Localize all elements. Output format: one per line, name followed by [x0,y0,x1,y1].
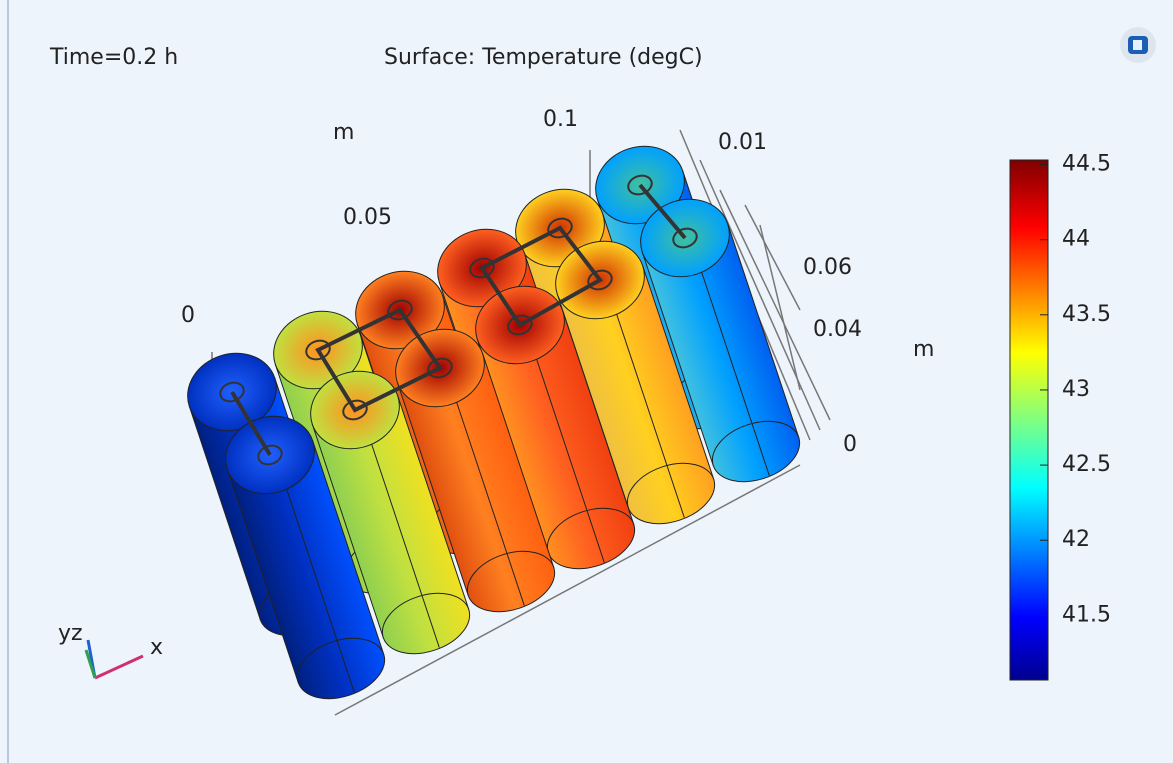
cell-bottom [296,637,386,700]
axis-label: 0.1 [543,107,578,132]
cell-terminal [672,227,698,249]
cell-bottom [381,592,471,655]
connector [315,307,443,413]
connector [479,225,603,328]
connector [230,390,272,457]
cell-terminal [507,314,533,336]
colorbar-tick-label: 44.5 [1062,152,1111,177]
colorbar-tick-label: 42.5 [1062,452,1111,477]
time-label: Time=0.2 h [49,45,178,70]
axis-label: 0.01 [718,130,767,155]
colorbar-tick-label: 43 [1062,377,1090,402]
cell [555,240,716,525]
axis-label: 0.05 [343,205,392,230]
plot-title: Surface: Temperature (degC) [384,45,703,70]
toolbar-icon[interactable] [1120,27,1156,63]
axis-label: m [333,120,354,145]
colorbar-tick-label: 42 [1062,527,1090,552]
cell-seam [536,359,605,563]
cell-bottom [466,550,556,613]
axis-label: 0 [181,303,195,328]
colorbar-tick-label: 44 [1062,227,1090,252]
cell-seam [701,272,770,476]
cell-bottom [711,420,801,483]
axis-label: 0.06 [803,255,852,280]
cell [640,198,801,483]
triad-yz: yz [58,621,83,646]
cell-seam [616,314,685,518]
axis-label: m [913,337,934,362]
cell-seam [371,444,440,648]
cell-terminal [587,269,613,291]
axis-label: 0.04 [813,317,862,342]
battery-cells [187,145,801,700]
colorbar [1009,159,1049,681]
cell-terminal [627,174,653,196]
triad-x: x [150,635,163,660]
connector [638,183,687,240]
cell-seam [286,489,355,693]
axis-triad: yz x [58,621,163,680]
axis-label: 0 [843,432,857,457]
cell-seam [456,402,525,606]
cell [395,328,556,613]
cell [475,285,636,570]
colorbar-tick-label: 41.5 [1062,602,1111,627]
colorbar-tick-label: 43.5 [1062,302,1111,327]
